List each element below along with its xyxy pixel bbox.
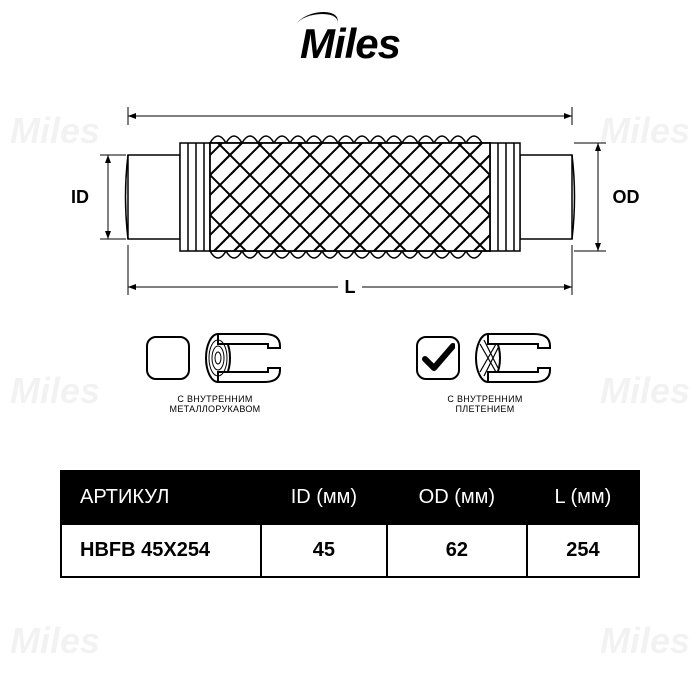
th-od: OD (мм) [387, 471, 527, 524]
checkbox-unchecked[interactable] [146, 336, 190, 380]
td-id: 45 [261, 524, 387, 577]
watermark: Miles [10, 620, 100, 662]
option-label: С ВНУТРЕННИМПЛЕТЕНИЕМ [447, 394, 522, 414]
watermark: Miles [600, 620, 690, 662]
label-l: L [345, 277, 356, 297]
technical-diagram: ID OD L [50, 95, 650, 305]
th-l: L (мм) [527, 471, 639, 524]
label-id: ID [71, 187, 89, 207]
hose-braid-icon [474, 330, 554, 386]
option-label: С ВНУТРЕННИММЕТАЛЛОРУКАВОМ [170, 394, 261, 414]
th-article: АРТИКУЛ [61, 471, 261, 524]
spec-table: АРТИКУЛ ID (мм) OD (мм) L (мм) HBFB 45X2… [60, 470, 640, 578]
watermark: Miles [10, 370, 100, 412]
hose-rings-icon [204, 330, 284, 386]
check-icon [421, 341, 455, 375]
th-id: ID (мм) [261, 471, 387, 524]
brand-logo: Miles [300, 20, 400, 68]
table-row: HBFB 45X254 45 62 254 [61, 524, 639, 577]
label-od: OD [613, 187, 640, 207]
td-l: 254 [527, 524, 639, 577]
checkbox-checked[interactable] [416, 336, 460, 380]
options-row: С ВНУТРЕННИММЕТАЛЛОРУКАВОМ С ВНУТРЕННИМП… [90, 330, 610, 414]
option-metallohose: С ВНУТРЕННИММЕТАЛЛОРУКАВОМ [90, 330, 340, 414]
watermark: Miles [600, 370, 690, 412]
option-braided: С ВНУТРЕННИМПЛЕТЕНИЕМ [360, 330, 610, 414]
td-article: HBFB 45X254 [61, 524, 261, 577]
td-od: 62 [387, 524, 527, 577]
